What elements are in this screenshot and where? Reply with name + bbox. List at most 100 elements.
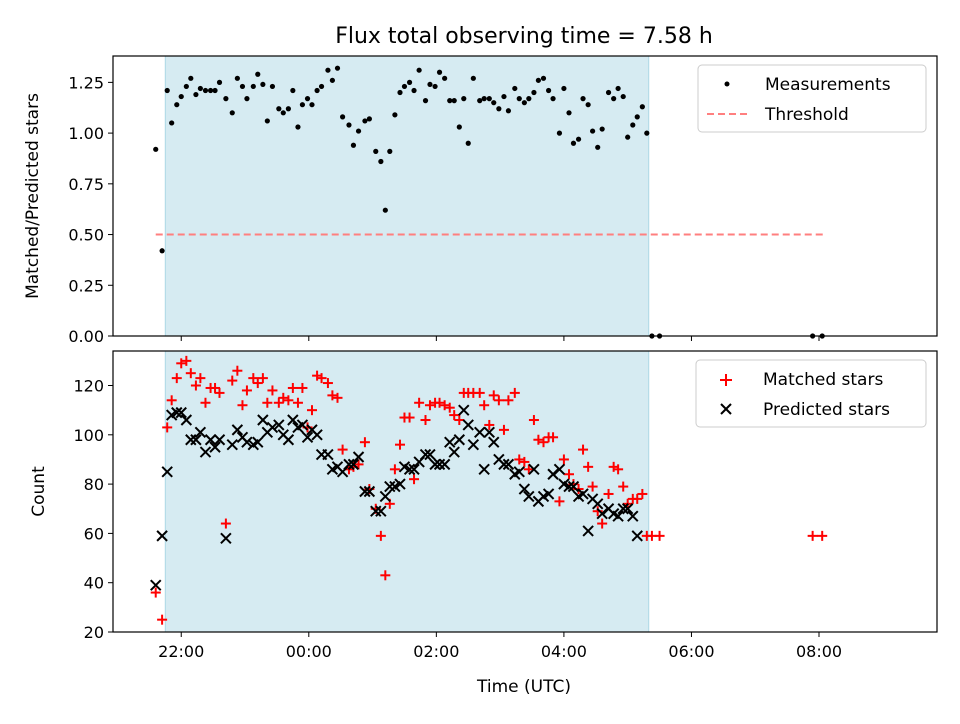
- measurements-point: [521, 100, 527, 106]
- measurements-point: [550, 96, 556, 102]
- x-stroke: [602, 503, 615, 515]
- predicted-stars-point: [273, 419, 285, 431]
- x-stroke: [424, 448, 436, 461]
- x-tick-label: 06:00: [668, 642, 714, 661]
- x-stroke: [394, 478, 406, 490]
- predicted-stars-point: [462, 419, 474, 431]
- predicted-stars-point: [453, 434, 466, 446]
- measurements-point: [535, 77, 541, 83]
- predicted-stars-point: [596, 507, 608, 520]
- matched-stars-point: [394, 439, 405, 450]
- x-stroke: [617, 503, 629, 515]
- matched-stars-point: [613, 464, 624, 475]
- predicted-legend-label: Predicted stars: [763, 400, 890, 420]
- measurements-point: [615, 85, 621, 92]
- predicted-stars-point: [567, 480, 580, 493]
- matched-stars-point: [548, 432, 559, 443]
- measurements-point: [605, 89, 612, 96]
- measurements-point: [366, 116, 372, 122]
- measurements-point: [570, 140, 577, 146]
- x-stroke: [296, 419, 309, 431]
- measurements-point: [392, 112, 398, 118]
- x-stroke: [498, 458, 510, 471]
- matched-stars-point: [449, 410, 460, 421]
- x-stroke: [627, 510, 639, 522]
- matched-stars-point: [332, 392, 343, 403]
- x-stroke: [352, 451, 365, 463]
- predicted-stars-point: [209, 441, 221, 453]
- matched-stars-point: [316, 373, 327, 384]
- measurements-point: [193, 91, 199, 98]
- x-stroke: [204, 434, 217, 446]
- predicted-stars-point: [161, 466, 173, 478]
- matched-stars-point: [404, 412, 415, 423]
- measurements-point: [229, 110, 235, 116]
- x-stroke: [185, 434, 197, 446]
- matched-stars-point: [283, 395, 294, 406]
- y-tick-label: 80: [84, 475, 104, 494]
- chart-title: Flux total observing time = 7.58 h: [335, 24, 713, 49]
- measurements-point: [590, 128, 596, 134]
- x-stroke: [199, 446, 212, 458]
- matched-stars-point: [538, 437, 549, 448]
- measurements-point: [202, 87, 209, 94]
- predicted-stars-point: [231, 424, 244, 436]
- measurements-point: [339, 114, 346, 120]
- x-stroke: [462, 419, 474, 431]
- measurements-point: [566, 110, 572, 116]
- measurements-point: [644, 130, 650, 136]
- x-stroke: [458, 404, 470, 416]
- matched-stars-point: [632, 493, 643, 504]
- predicted-stars-point: [266, 421, 279, 434]
- measurements-point: [309, 102, 315, 108]
- predicted-stars-point: [518, 483, 531, 495]
- matched-stars-point: [380, 570, 391, 581]
- matched-legend-label: Matched stars: [763, 370, 883, 390]
- predicted-stars-point: [513, 466, 525, 478]
- measurements-legend-marker: [724, 81, 730, 87]
- matched-stars-point: [375, 530, 386, 541]
- measurements-point: [269, 83, 276, 90]
- measurements-point: [290, 87, 296, 94]
- matched-stars-point: [488, 390, 499, 401]
- x-stroke: [194, 426, 207, 439]
- x-stroke: [287, 414, 299, 426]
- x-stroke: [331, 461, 344, 473]
- matched-stars-point: [583, 461, 594, 472]
- x-stroke: [596, 507, 608, 520]
- measurements-point: [188, 75, 194, 81]
- measurements-point: [432, 83, 438, 90]
- predicted-stars-point: [502, 458, 515, 471]
- measurements-point: [285, 106, 291, 112]
- predicted-stars-point: [617, 503, 629, 515]
- measurements-point: [207, 87, 214, 94]
- predicted-stars-point: [433, 458, 446, 471]
- x-stroke: [553, 463, 566, 476]
- x-axis-label: Time (UTC): [476, 677, 571, 697]
- measurements-point: [250, 83, 256, 90]
- measurements-point: [470, 75, 476, 81]
- predicted-stars-point: [190, 434, 202, 446]
- matched-stars-point: [252, 378, 263, 389]
- y-tick-label: 40: [84, 574, 104, 593]
- measurements-point: [620, 93, 626, 100]
- matched-stars-point: [353, 459, 364, 470]
- x-stroke: [209, 441, 221, 453]
- y-tick-label: 0.00: [68, 327, 104, 346]
- measurements-point: [260, 81, 266, 88]
- measurements-point: [234, 75, 240, 81]
- legend-frame: [695, 359, 927, 428]
- predicted-stars-point: [631, 530, 643, 542]
- measurements-point: [183, 83, 189, 90]
- matched-stars-point: [439, 400, 450, 411]
- predicted-stars-point: [577, 488, 589, 500]
- predicted-stars-point: [478, 463, 490, 476]
- predicted-stars-point: [343, 458, 355, 471]
- predicted-stars-point: [287, 414, 299, 426]
- predicted-stars-point: [458, 404, 470, 416]
- measurements-point: [561, 85, 567, 92]
- predicted-stars-point: [467, 438, 480, 451]
- predicted-stars-point: [542, 488, 555, 500]
- matched-stars-point: [162, 422, 173, 433]
- predicted-stars-point: [370, 505, 382, 517]
